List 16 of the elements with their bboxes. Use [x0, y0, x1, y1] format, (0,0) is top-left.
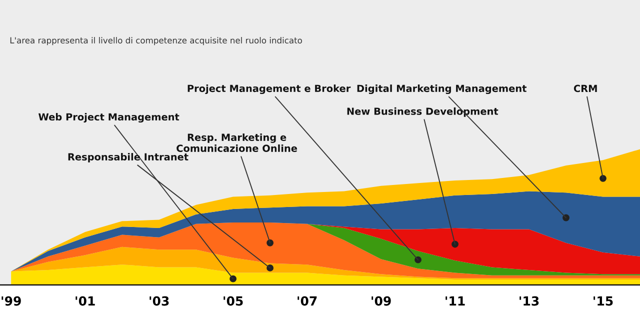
text: Digital Marketing Management — [357, 84, 527, 94]
text: Project Management e Broker — [188, 84, 351, 94]
text: L'area rappresenta il livello di competenze acquisite nel ruolo indicato — [10, 37, 302, 46]
x-tick-label: '07 — [298, 296, 317, 306]
x-tick-label: '09 — [372, 296, 391, 306]
text: Web Project Management — [38, 113, 180, 123]
x-tick-label: '13 — [520, 296, 539, 306]
x-tick-label: '15 — [594, 296, 613, 306]
x-tick-label: '01 — [76, 296, 95, 306]
text: Resp. Marketing e Comunicazione Online — [176, 133, 298, 152]
x-tick-label: '99 — [2, 296, 21, 306]
text: CRM — [574, 84, 597, 92]
x-tick-label: '11 — [446, 296, 465, 306]
x-tick-label: '03 — [150, 296, 169, 306]
text: Responsabile Intranet — [68, 152, 188, 162]
x-tick-label: '05 — [224, 296, 243, 306]
